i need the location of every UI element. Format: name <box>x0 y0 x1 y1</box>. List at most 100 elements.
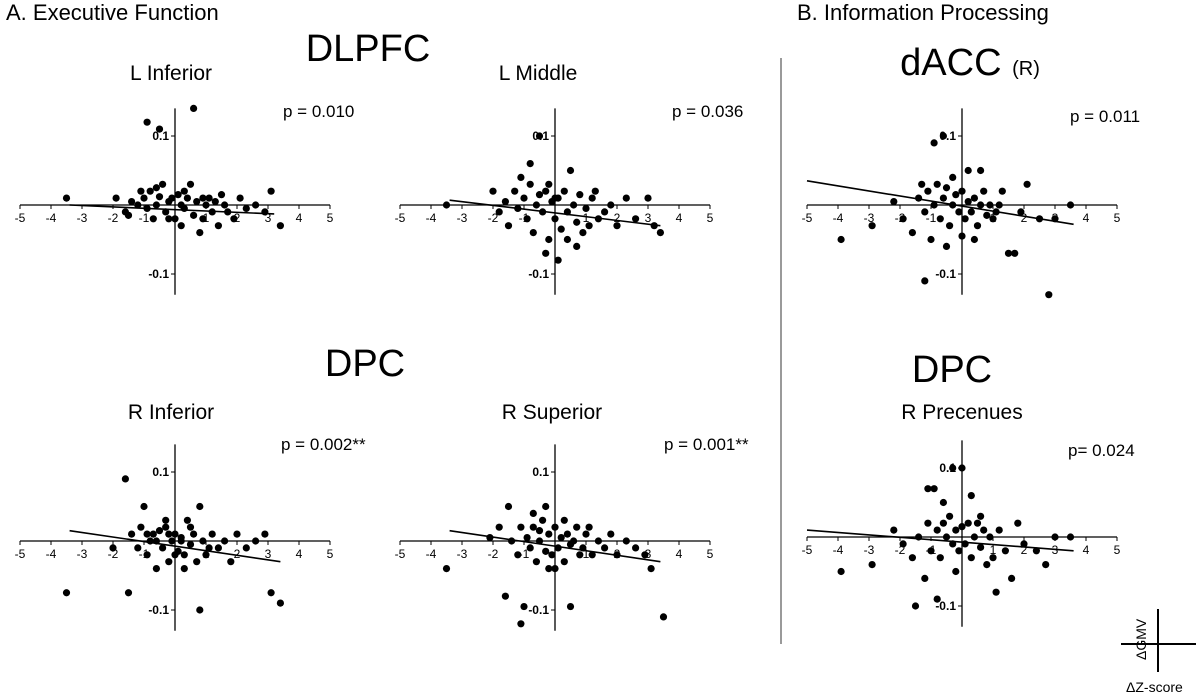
dacc-point <box>868 222 876 230</box>
r-precenues-x-tick-label: 1 <box>990 543 997 557</box>
l-middle-point <box>601 208 609 216</box>
r-precenues-point <box>1014 519 1022 527</box>
region-dacc-side: (R) <box>1012 58 1040 80</box>
l-middle-point <box>607 201 615 209</box>
r-inferior-point <box>205 544 213 552</box>
section-b-title: B. Information Processing <box>797 0 1049 25</box>
l-inferior-point <box>124 211 133 219</box>
l-inferior-point <box>140 194 148 202</box>
r-inferior-point <box>137 523 145 531</box>
l-inferior-point <box>162 208 170 216</box>
l-middle-x-tick-label: -2 <box>488 211 499 225</box>
r-superior-point <box>545 565 553 573</box>
dacc-point <box>837 235 845 244</box>
r-superior-point <box>542 502 550 511</box>
dacc-point <box>989 215 997 223</box>
r-inferior-x-tick-label: 4 <box>296 547 303 561</box>
l-middle-point <box>566 166 575 175</box>
r-inferior-point <box>152 565 160 573</box>
l-middle-point <box>560 187 568 195</box>
dacc-point <box>970 235 979 244</box>
pvalue-r-superior: p = 0.001** <box>664 435 749 454</box>
r-superior-point <box>535 527 544 535</box>
r-inferior-point <box>227 558 235 566</box>
l-middle-x-tick-label: 4 <box>676 211 683 225</box>
r-precenues-x-tick-label: 2 <box>1021 543 1028 557</box>
l-middle-point <box>585 222 593 230</box>
r-superior-point <box>539 516 547 524</box>
r-precenues-point <box>967 554 975 562</box>
r-inferior-x-tick-label: -3 <box>77 547 88 561</box>
dacc-point <box>899 215 907 223</box>
r-inferior-point <box>214 544 222 552</box>
r-inferior-point <box>143 530 151 538</box>
dacc-point <box>942 184 951 192</box>
l-inferior-point <box>155 193 164 201</box>
r-precenues-point <box>955 547 963 555</box>
r-precenues-point <box>868 561 876 569</box>
r-superior-point <box>504 502 513 511</box>
l-inferior-x-tick-label: -3 <box>77 211 88 225</box>
r-superior-point <box>551 523 559 531</box>
l-inferior-y-tick-label: 0.1 <box>152 129 169 143</box>
l-middle-point <box>588 194 596 202</box>
dacc-point <box>998 187 1006 195</box>
r-precenues-point <box>890 526 898 534</box>
l-middle-point <box>582 204 590 213</box>
l-inferior-x-tick-label: 3 <box>265 211 272 225</box>
r-superior-x-tick-label: -1 <box>519 547 530 561</box>
dacc-point <box>930 139 938 147</box>
r-superior-point <box>566 540 575 549</box>
r-inferior-point <box>155 527 164 535</box>
dacc-point <box>921 277 929 285</box>
r-inferior-point <box>128 530 136 538</box>
l-inferior-point <box>196 229 204 237</box>
r-superior-point <box>551 565 559 573</box>
r-precenues-point <box>933 595 941 603</box>
dacc-point <box>927 235 935 244</box>
r-inferior-point <box>186 523 195 531</box>
r-superior-point <box>576 551 584 559</box>
region-dpc-b: DPC <box>911 349 993 391</box>
r-inferior-point <box>186 540 195 549</box>
l-middle-point <box>554 256 562 264</box>
r-superior-x-tick-label: -5 <box>395 547 406 561</box>
r-precenues-point <box>921 574 929 583</box>
r-inferior-point <box>162 516 170 524</box>
panel-title-r-precenues: R Precenues <box>901 401 1023 424</box>
dacc-point <box>1045 291 1053 299</box>
l-inferior-x-tick-label: -2 <box>108 211 119 225</box>
r-precenues-point <box>939 498 948 507</box>
r-inferior-point <box>62 589 71 597</box>
pvalue-dacc: p = 0.011 <box>1070 107 1141 126</box>
dacc-point <box>942 242 951 250</box>
r-inferior-point <box>134 544 142 552</box>
l-middle-point <box>656 229 665 237</box>
l-middle-point <box>526 180 534 188</box>
dacc-y-tick-label: -0.1 <box>935 267 956 281</box>
pvalue-l-middle: p = 0.036 <box>672 102 744 121</box>
l-middle-point <box>551 215 559 223</box>
dacc-point <box>908 229 917 237</box>
dacc-point <box>924 187 932 195</box>
l-inferior-point <box>267 187 275 195</box>
dacc-point <box>936 215 944 223</box>
r-inferior-point <box>221 537 229 545</box>
dacc-point <box>1017 208 1025 216</box>
l-middle-point <box>579 229 587 237</box>
r-inferior-point <box>208 530 216 538</box>
r-superior-point <box>582 530 590 538</box>
l-inferior-point <box>190 104 198 112</box>
r-inferior-point <box>165 530 173 538</box>
l-inferior-point <box>137 187 145 195</box>
dacc-point <box>1004 249 1013 257</box>
dacc-point <box>977 166 985 175</box>
l-middle-point <box>570 201 578 209</box>
r-precenues-trend-line <box>806 529 1074 552</box>
dacc-point <box>967 208 975 216</box>
r-superior-point <box>588 551 596 559</box>
l-inferior-point <box>276 222 284 230</box>
l-middle-point <box>613 222 621 230</box>
l-middle-point <box>542 249 550 257</box>
l-middle-point <box>563 235 572 244</box>
